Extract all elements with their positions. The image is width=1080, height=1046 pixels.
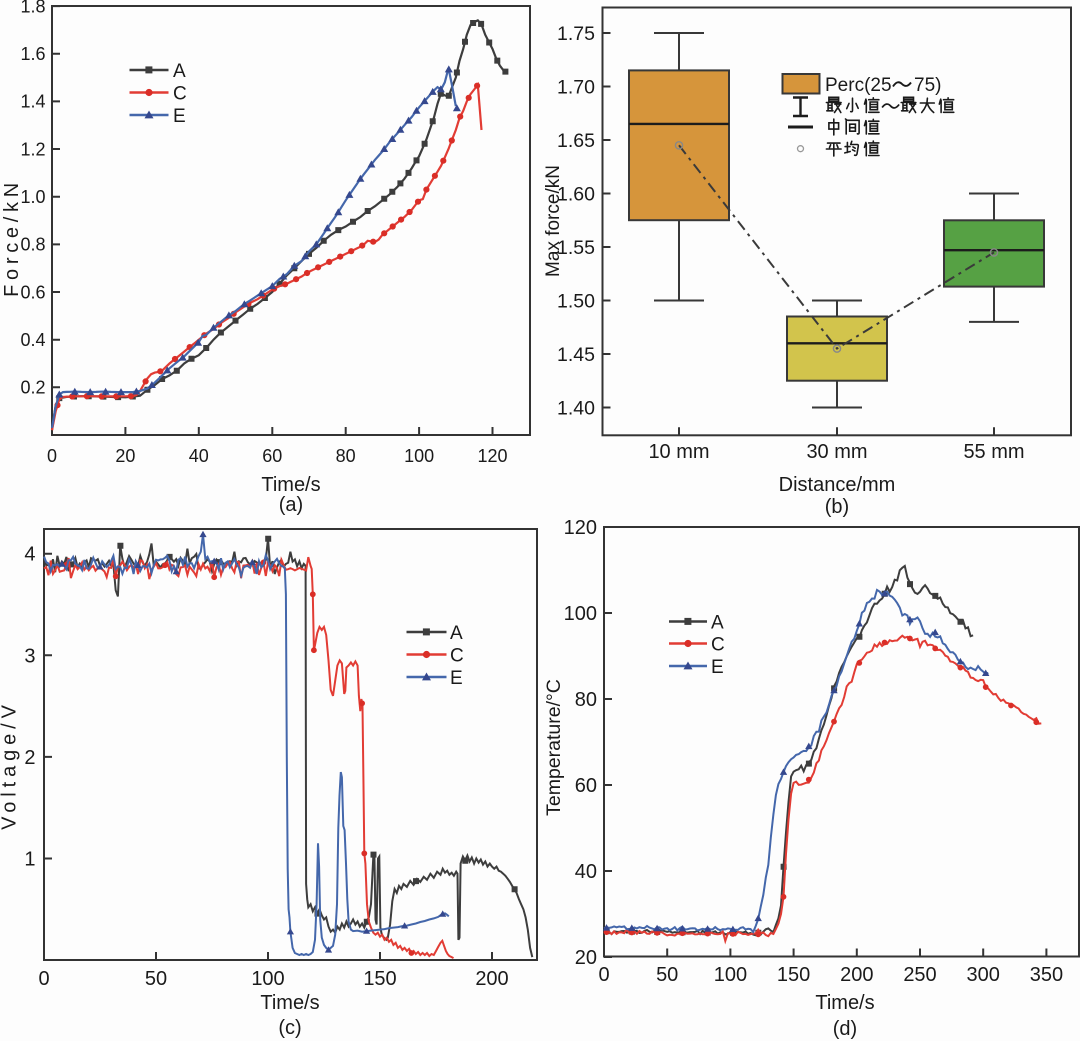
svg-text:(d): (d) bbox=[833, 1018, 857, 1040]
svg-text:A: A bbox=[711, 612, 724, 633]
svg-text:A: A bbox=[173, 61, 186, 82]
svg-text:100: 100 bbox=[251, 968, 284, 990]
svg-text:1.8: 1.8 bbox=[20, 0, 45, 16]
svg-text:Temperature/°C: Temperature/°C bbox=[543, 679, 565, 816]
svg-text:0.6: 0.6 bbox=[20, 282, 45, 302]
svg-text:0: 0 bbox=[47, 446, 57, 466]
svg-text:0.8: 0.8 bbox=[20, 235, 45, 255]
svg-text:C: C bbox=[450, 645, 464, 666]
svg-text:1.2: 1.2 bbox=[20, 139, 45, 159]
svg-text:1.75: 1.75 bbox=[557, 23, 595, 45]
svg-text:1.55: 1.55 bbox=[557, 237, 595, 259]
svg-text:20: 20 bbox=[575, 947, 597, 969]
svg-text:1.45: 1.45 bbox=[557, 344, 595, 366]
svg-text:100: 100 bbox=[564, 603, 597, 625]
svg-text:Time/s: Time/s bbox=[261, 474, 320, 496]
svg-text:0.2: 0.2 bbox=[20, 378, 45, 398]
svg-text:C: C bbox=[711, 634, 725, 655]
svg-text:C: C bbox=[173, 83, 187, 104]
svg-text:150: 150 bbox=[777, 964, 810, 986]
svg-text:80: 80 bbox=[575, 689, 597, 711]
svg-text:Perc(25: Perc(25 bbox=[825, 75, 892, 96]
svg-text:1.65: 1.65 bbox=[557, 130, 595, 152]
svg-text:E: E bbox=[450, 668, 463, 689]
svg-text:0: 0 bbox=[598, 964, 609, 986]
svg-text:300: 300 bbox=[967, 964, 1000, 986]
svg-text:20: 20 bbox=[115, 446, 135, 466]
svg-text:200: 200 bbox=[475, 968, 508, 990]
svg-text:80: 80 bbox=[336, 446, 356, 466]
svg-text:100: 100 bbox=[404, 446, 434, 466]
svg-text:1.0: 1.0 bbox=[20, 187, 45, 207]
svg-text:100: 100 bbox=[714, 964, 747, 986]
svg-text:Distance/mm: Distance/mm bbox=[779, 474, 896, 496]
svg-text:3: 3 bbox=[24, 645, 35, 667]
svg-text:Time/s: Time/s bbox=[260, 992, 319, 1014]
svg-text:(b): (b) bbox=[825, 496, 849, 518]
svg-text:55 mm: 55 mm bbox=[963, 441, 1024, 463]
svg-text:0: 0 bbox=[38, 968, 49, 990]
svg-text:Time/s: Time/s bbox=[815, 992, 874, 1014]
svg-text:350: 350 bbox=[1030, 964, 1063, 986]
svg-text:120: 120 bbox=[477, 446, 507, 466]
svg-text:40: 40 bbox=[189, 446, 209, 466]
svg-text:250: 250 bbox=[903, 964, 936, 986]
svg-text:0.4: 0.4 bbox=[20, 330, 45, 350]
svg-text:200: 200 bbox=[840, 964, 873, 986]
svg-text:75): 75) bbox=[914, 75, 941, 96]
svg-text:(c): (c) bbox=[278, 1017, 301, 1039]
svg-text:1: 1 bbox=[24, 849, 35, 871]
svg-text:1.60: 1.60 bbox=[557, 183, 595, 205]
svg-text:150: 150 bbox=[363, 968, 396, 990]
svg-text:Voltage/V: Voltage/V bbox=[0, 700, 20, 830]
svg-text:1.6: 1.6 bbox=[20, 44, 45, 64]
svg-text:10 mm: 10 mm bbox=[648, 441, 709, 463]
svg-text:A: A bbox=[450, 623, 463, 644]
svg-text:1.40: 1.40 bbox=[557, 397, 595, 419]
svg-text:60: 60 bbox=[262, 446, 282, 466]
svg-text:60: 60 bbox=[575, 775, 597, 797]
svg-text:Force/kN: Force/kN bbox=[1, 178, 23, 297]
svg-text:(a): (a) bbox=[279, 494, 303, 516]
svg-text:E: E bbox=[173, 106, 186, 127]
svg-text:1.70: 1.70 bbox=[557, 76, 595, 98]
svg-text:1.50: 1.50 bbox=[557, 290, 595, 312]
svg-text:Max force/kN: Max force/kN bbox=[543, 165, 564, 277]
svg-text:2: 2 bbox=[24, 747, 35, 769]
svg-text:40: 40 bbox=[575, 861, 597, 883]
svg-text:50: 50 bbox=[145, 968, 167, 990]
svg-text:120: 120 bbox=[564, 517, 597, 539]
svg-text:30 mm: 30 mm bbox=[806, 441, 867, 463]
svg-text:1.4: 1.4 bbox=[20, 92, 45, 112]
svg-text:E: E bbox=[711, 657, 724, 678]
svg-text:4: 4 bbox=[24, 544, 35, 566]
svg-text:50: 50 bbox=[656, 964, 678, 986]
